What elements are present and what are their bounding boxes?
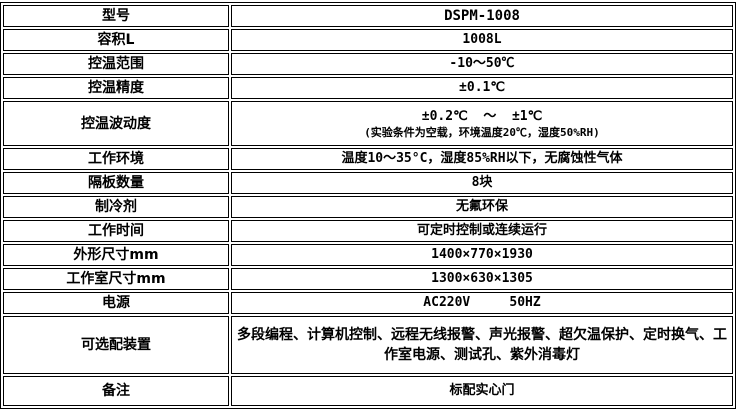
- spec-note: (实验条件为空载，环境温度20℃，湿度50%RH): [364, 125, 600, 139]
- table-row: 电源 AC220V 50HZ: [3, 292, 733, 314]
- table-row: 工作时间 可定时控制或连续运行: [3, 220, 733, 242]
- spec-value: ±0.1℃: [231, 77, 733, 99]
- table-row: 工作环境 温度10～35°C，湿度85%RH以下，无腐蚀性气体: [3, 148, 733, 170]
- spec-label: 工作室尺寸mm: [3, 268, 229, 290]
- spec-value: 1300×630×1305: [231, 268, 733, 290]
- spec-value-cell: ±0.2℃ ～ ±1℃ (实验条件为空载，环境温度20℃，湿度50%RH): [231, 101, 733, 146]
- spec-value: 无氟环保: [231, 196, 733, 218]
- spec-value: DSPM-1008: [231, 5, 733, 27]
- table-row: 工作室尺寸mm 1300×630×1305: [3, 268, 733, 290]
- table-row: 控温波动度 ±0.2℃ ～ ±1℃ (实验条件为空载，环境温度20℃，湿度50%R…: [3, 101, 733, 146]
- spec-label: 工作环境: [3, 148, 229, 170]
- spec-value: 温度10～35°C，湿度85%RH以下，无腐蚀性气体: [231, 148, 733, 170]
- table-row: 备注 标配实心门: [3, 376, 733, 406]
- table-row: 制冷剂 无氟环保: [3, 196, 733, 218]
- spec-label: 外形尺寸mm: [3, 244, 229, 266]
- spec-value: -10～50℃: [231, 53, 733, 75]
- table-row: 外形尺寸mm 1400×770×1930: [3, 244, 733, 266]
- spec-label: 型号: [3, 5, 229, 27]
- spec-label: 工作时间: [3, 220, 229, 242]
- spec-value: 多段编程、计算机控制、远程无线报警、声光报警、超欠温保护、定时换气、工作室电源、…: [231, 316, 733, 374]
- spec-label: 制冷剂: [3, 196, 229, 218]
- spec-value: 1400×770×1930: [231, 244, 733, 266]
- table-row: 隔板数量 8块: [3, 172, 733, 194]
- table-row: 控温范围 -10～50℃: [3, 53, 733, 75]
- spec-label: 控温精度: [3, 77, 229, 99]
- table-row: 容积L 1008L: [3, 29, 733, 51]
- spec-label: 备注: [3, 376, 229, 406]
- spec-label: 隔板数量: [3, 172, 229, 194]
- spec-label: 容积L: [3, 29, 229, 51]
- spec-label: 可选配装置: [3, 316, 229, 374]
- table-row: 控温精度 ±0.1℃: [3, 77, 733, 99]
- spec-value: AC220V 50HZ: [231, 292, 733, 314]
- spec-value: 8块: [231, 172, 733, 194]
- spec-label: 控温波动度: [3, 101, 229, 146]
- spec-label: 控温范围: [3, 53, 229, 75]
- spec-value: 可定时控制或连续运行: [231, 220, 733, 242]
- spec-value: 标配实心门: [231, 376, 733, 406]
- spec-value: ±0.2℃ ～ ±1℃: [421, 108, 543, 124]
- table-row: 型号 DSPM-1008: [3, 5, 733, 27]
- spec-value: 1008L: [231, 29, 733, 51]
- table-row: 可选配装置 多段编程、计算机控制、远程无线报警、声光报警、超欠温保护、定时换气、工…: [3, 316, 733, 374]
- spec-label: 电源: [3, 292, 229, 314]
